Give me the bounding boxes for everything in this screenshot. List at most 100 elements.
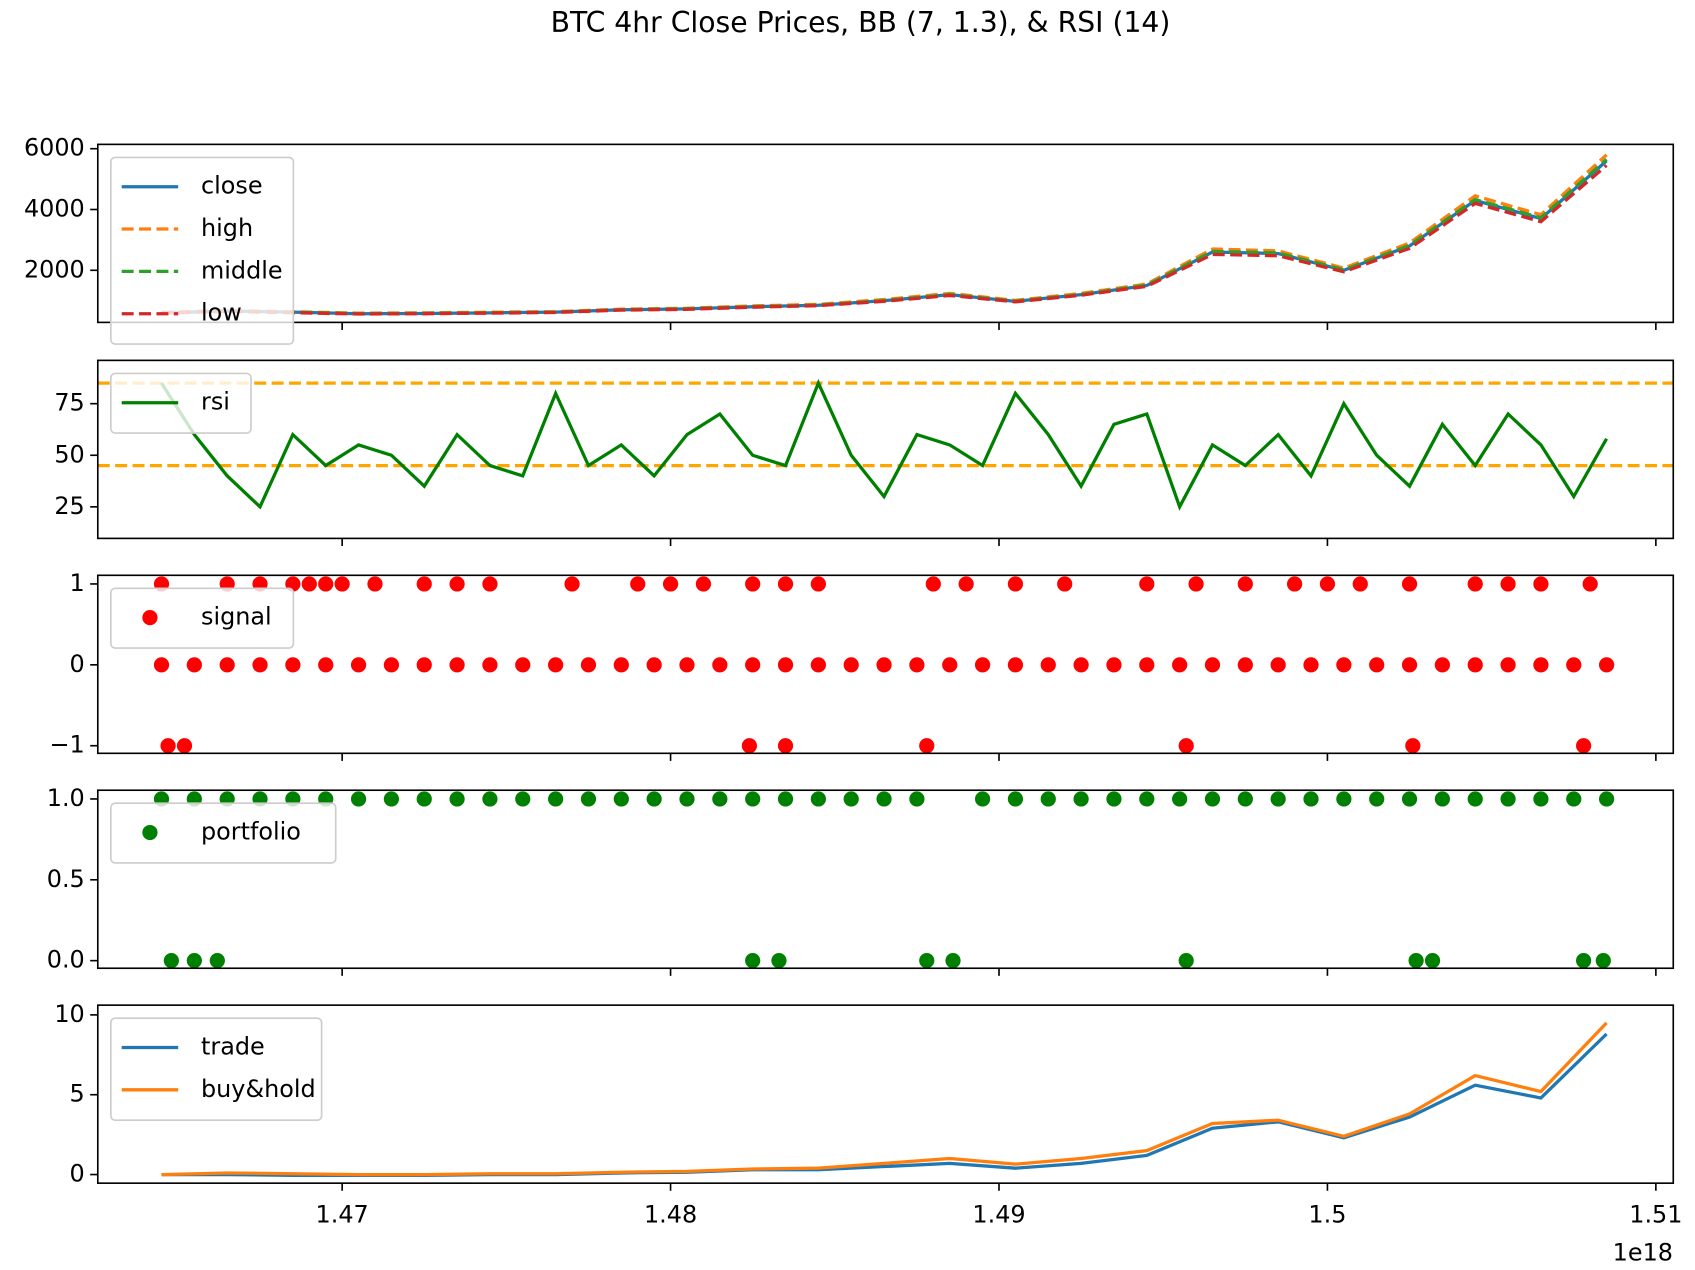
point <box>712 657 728 673</box>
point <box>209 953 225 969</box>
y-tick-label: 1 <box>70 569 85 597</box>
point <box>318 657 334 673</box>
series-line <box>161 153 1608 315</box>
point <box>1566 791 1582 807</box>
legend-box <box>110 372 252 434</box>
point <box>1598 657 1615 673</box>
point <box>1204 791 1221 807</box>
point <box>777 576 794 592</box>
point <box>1352 576 1368 592</box>
point <box>482 791 498 807</box>
y-tick-label: 25 <box>54 492 84 520</box>
series-line <box>161 164 1608 316</box>
y-tick-label: 5 <box>70 1080 85 1108</box>
point <box>843 791 859 807</box>
point <box>416 657 432 673</box>
point <box>1040 791 1056 807</box>
point <box>1434 791 1450 807</box>
point <box>1369 657 1385 673</box>
point <box>186 657 202 673</box>
point <box>449 791 465 807</box>
point <box>942 657 958 673</box>
point <box>974 657 991 673</box>
point <box>843 657 859 673</box>
y-tick-label: 75 <box>54 389 84 417</box>
series-line <box>161 1021 1608 1177</box>
point <box>925 576 941 592</box>
point <box>482 576 498 592</box>
x-offset-label: 1e18 <box>1613 1239 1673 1267</box>
point <box>974 791 991 807</box>
point <box>153 657 170 673</box>
point <box>777 657 794 673</box>
point <box>1007 791 1024 807</box>
point <box>1303 791 1319 807</box>
x-tick-label: 1.48 <box>644 1201 697 1229</box>
x-tick-label: 1.47 <box>316 1201 369 1229</box>
legend-box <box>110 802 337 864</box>
point <box>1303 657 1319 673</box>
point <box>695 576 712 592</box>
point <box>1106 791 1122 807</box>
point <box>1172 791 1188 807</box>
point <box>646 791 662 807</box>
point <box>1467 791 1483 807</box>
legend-label: rsi <box>201 388 230 416</box>
legend-box <box>110 156 295 345</box>
y-tick-label: 0.5 <box>47 865 85 893</box>
point <box>1401 576 1418 592</box>
legend-box <box>110 1017 323 1122</box>
axes-frame <box>96 574 1675 755</box>
point <box>1057 576 1073 592</box>
y-tick-label: −1 <box>50 731 85 759</box>
point <box>1139 657 1155 673</box>
point <box>515 657 531 673</box>
point <box>160 738 176 754</box>
point <box>1434 657 1450 673</box>
point <box>1178 738 1194 754</box>
legend-marker <box>142 824 158 841</box>
point <box>252 657 268 673</box>
axes-frame <box>96 789 1675 970</box>
point <box>745 791 761 807</box>
point <box>1336 657 1352 673</box>
point <box>1204 657 1221 673</box>
legend-label: portfolio <box>201 818 301 846</box>
point <box>416 791 432 807</box>
point <box>350 657 367 673</box>
series-line <box>160 378 1608 511</box>
y-tick-label: 10 <box>54 1000 84 1028</box>
point <box>1576 953 1592 969</box>
legend-label: middle <box>201 256 283 284</box>
point <box>1369 791 1385 807</box>
x-tick-label: 1.49 <box>972 1201 1025 1229</box>
point <box>1237 657 1253 673</box>
y-tick-label: 0.0 <box>47 946 85 974</box>
point <box>1401 657 1418 673</box>
point <box>1500 576 1516 592</box>
point <box>1139 576 1155 592</box>
point <box>1401 791 1418 807</box>
point <box>712 791 728 807</box>
point <box>580 791 597 807</box>
axes-frame <box>96 143 1675 324</box>
point <box>449 657 465 673</box>
point <box>334 576 350 592</box>
point <box>383 657 400 673</box>
series-line <box>161 1032 1608 1177</box>
series-line <box>161 159 1608 316</box>
y-tick-label: 4000 <box>24 195 85 223</box>
point <box>1286 576 1303 592</box>
point <box>564 576 580 592</box>
point <box>1073 657 1089 673</box>
point <box>580 657 597 673</box>
point <box>1500 657 1516 673</box>
point <box>919 953 935 969</box>
point <box>1172 657 1188 673</box>
point <box>876 791 892 807</box>
point <box>1237 576 1253 592</box>
legend-marker <box>142 610 158 626</box>
point <box>777 791 794 807</box>
point <box>1106 657 1122 673</box>
point <box>482 657 498 673</box>
